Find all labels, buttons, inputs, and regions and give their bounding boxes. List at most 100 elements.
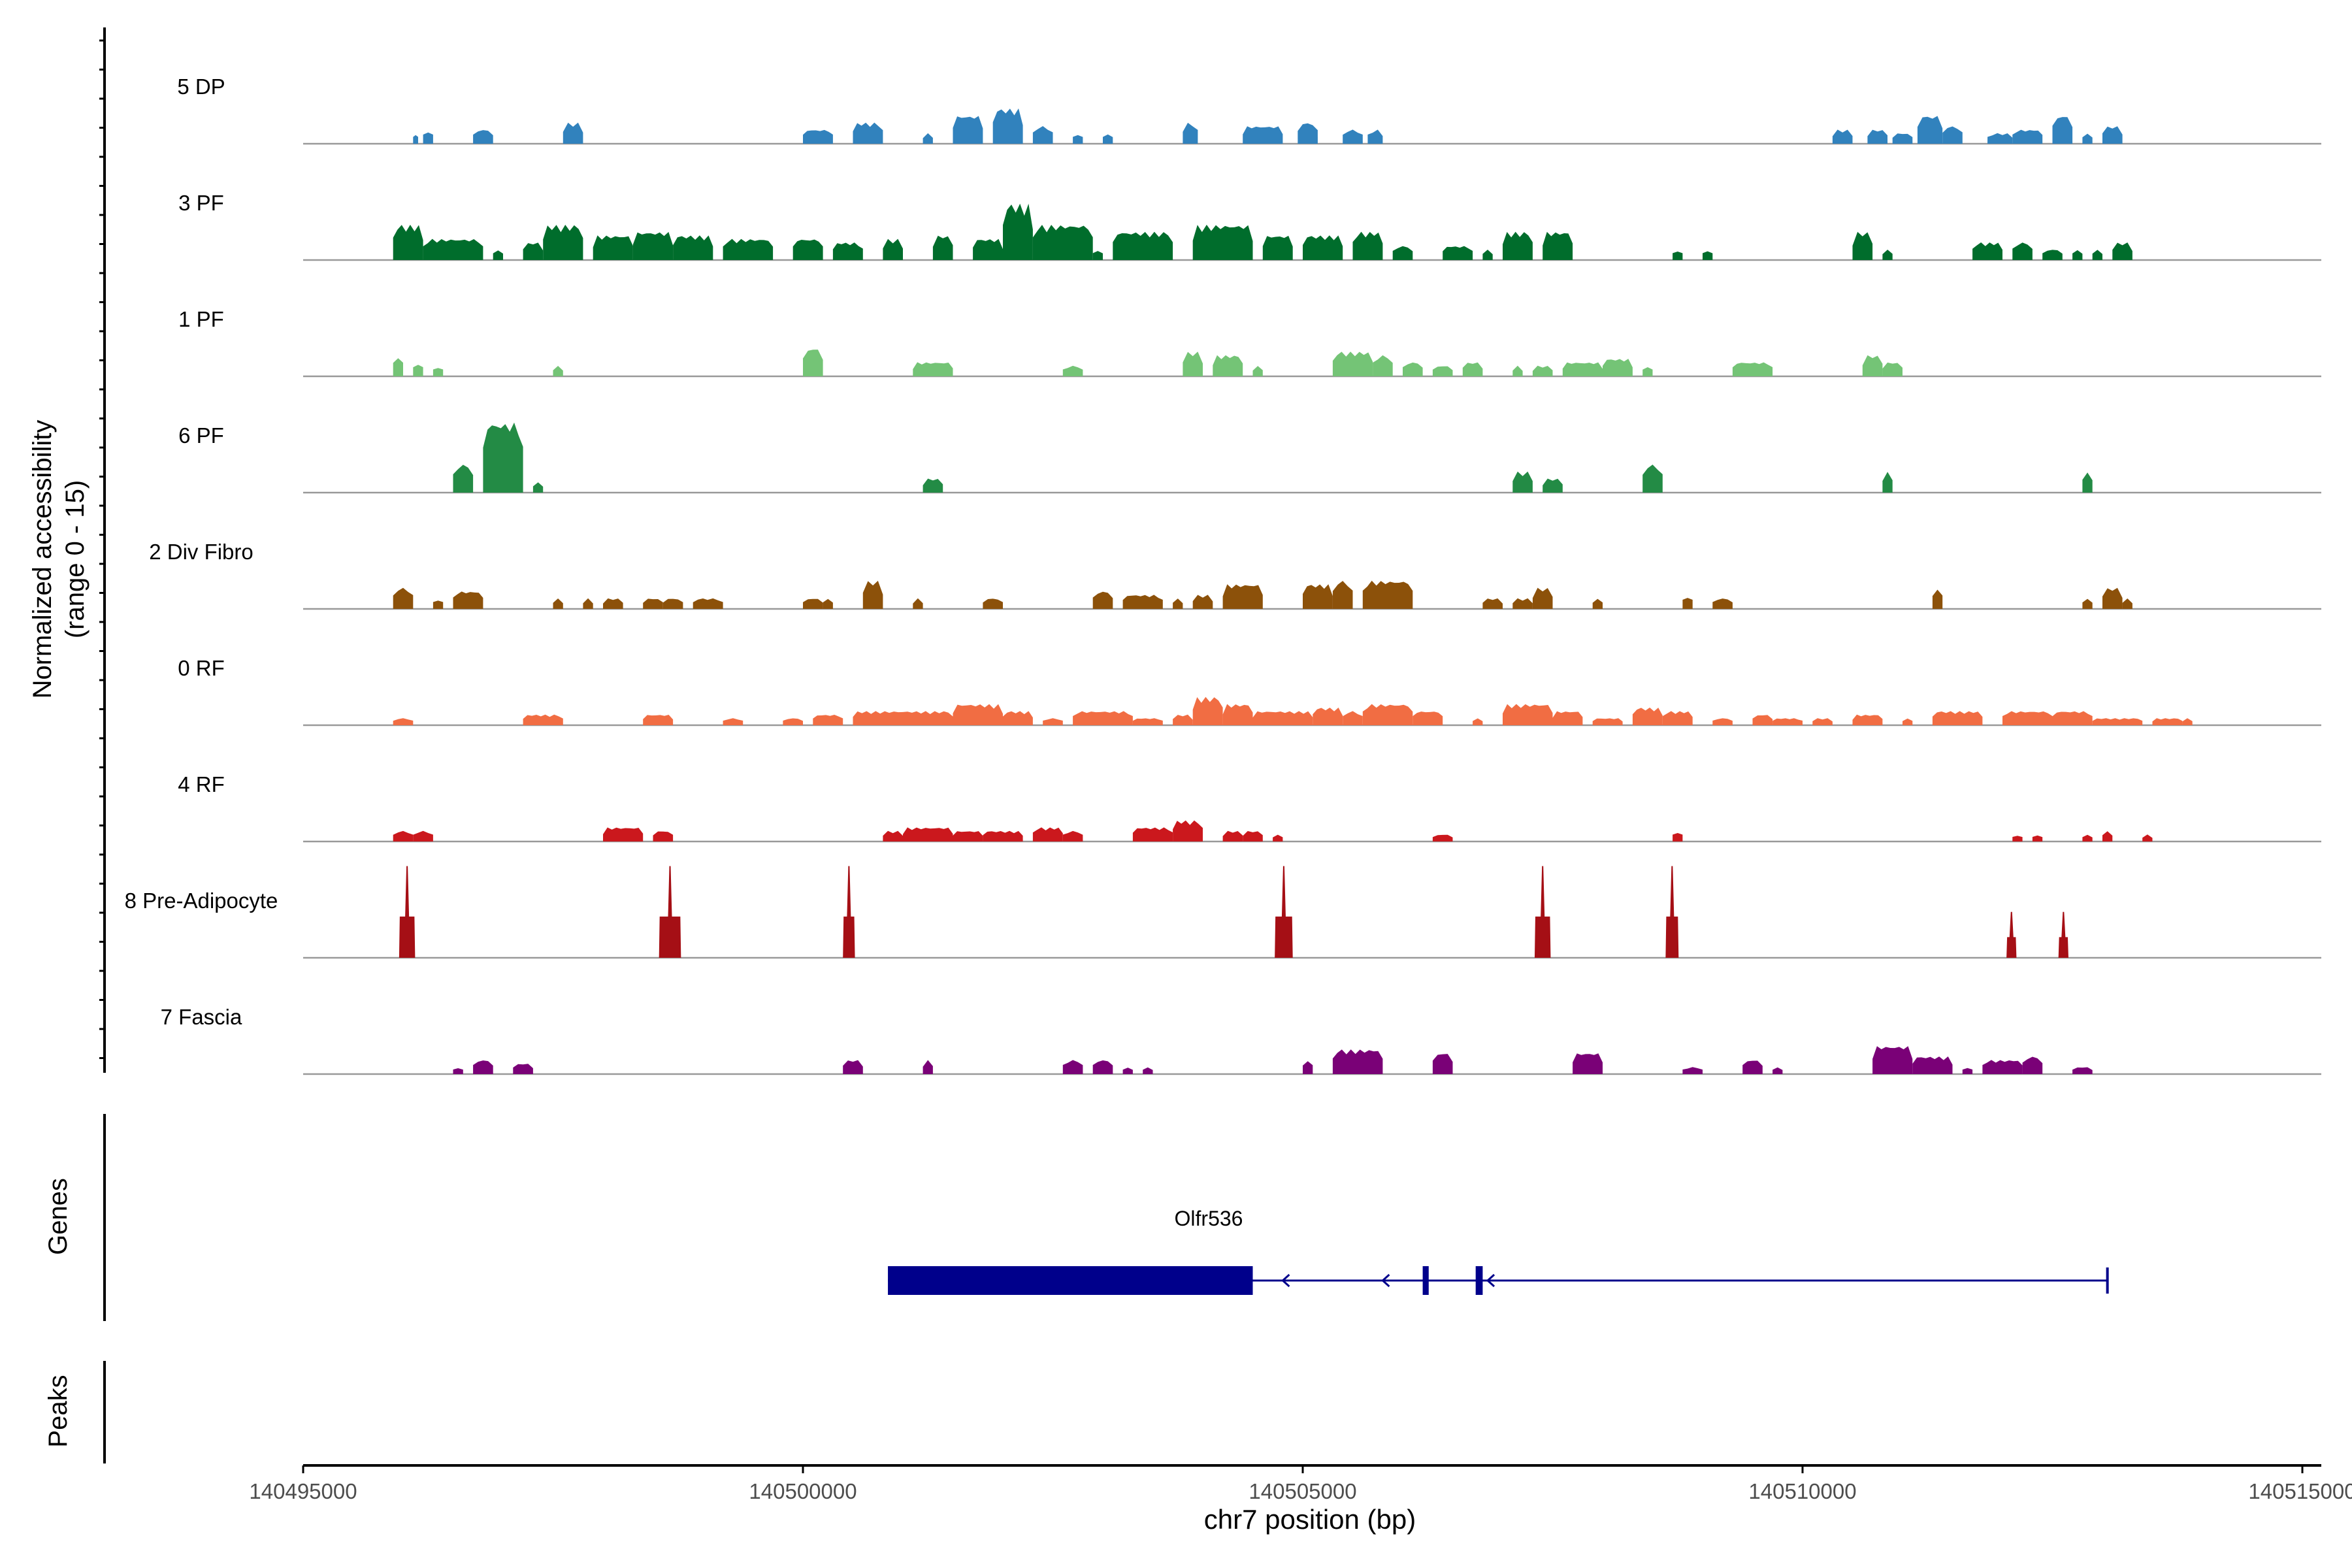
track-6-pf: 6 PF: [178, 422, 2321, 494]
coverage-peak: [1882, 250, 1893, 260]
coverage-peak: [1603, 359, 1633, 376]
coverage-peak: [1092, 591, 1113, 609]
coverage-peak: [1252, 711, 1313, 725]
coverage-peak: [2102, 831, 2113, 841]
coverage-peak: [1673, 252, 1683, 260]
coverage-peak: [659, 866, 681, 958]
coverage-peak: [1532, 587, 1553, 609]
coverage-peak: [1543, 231, 1573, 260]
coverage-peak: [1073, 135, 1083, 144]
coverage-peak: [1213, 355, 1243, 376]
coverage-peak: [1482, 598, 1503, 609]
coverage-peak: [1243, 831, 1263, 841]
coverage-peak: [433, 368, 444, 376]
gene-coding-block: [888, 1266, 1253, 1295]
coverage-peak: [553, 366, 563, 376]
coverage-peak: [2012, 242, 2033, 260]
coverage-peak: [1512, 471, 1533, 493]
coverage-peak: [493, 250, 503, 260]
coverage-peak: [1062, 1060, 1083, 1074]
coverage-peak: [1273, 834, 1283, 841]
coverage-peak: [1632, 708, 1663, 725]
coverage-peak: [1122, 595, 1163, 609]
coverage-peak: [883, 830, 903, 841]
coverage-peak: [1932, 711, 1983, 725]
coverage-peak: [2152, 718, 2183, 725]
coverage-peak: [1043, 718, 1063, 725]
coverage-peak: [1413, 711, 1443, 725]
coverage-peak: [803, 129, 833, 144]
coverage-peak: [1862, 355, 1883, 376]
coverage-peak: [643, 598, 663, 609]
coverage-peak: [1192, 225, 1253, 260]
coverage-peak: [1882, 362, 1903, 376]
coverage-peak: [603, 827, 644, 841]
coverage-peak: [1482, 250, 1493, 260]
genes-panel-label: Genes: [44, 1178, 73, 1255]
coverage-peak: [1298, 123, 1318, 144]
coverage-peak: [1332, 351, 1373, 376]
coverage-peak: [423, 238, 483, 260]
coverage-peak: [553, 598, 563, 609]
left-axis: [99, 27, 106, 1463]
coverage-peak: [1812, 718, 1833, 725]
coverage-peak: [2002, 711, 2053, 725]
coverage-peak: [653, 831, 674, 841]
coverage-peak: [1662, 711, 1693, 725]
coverage-peak: [523, 714, 563, 725]
y-axis-title-line1: Normalized accessibility: [28, 420, 57, 699]
coverage-peak: [2032, 835, 2043, 841]
coverage-peak: [1987, 133, 2013, 144]
coverage-peak: [1303, 235, 1343, 260]
coverage-peak: [453, 591, 483, 609]
track-3-pf: 3 PF: [178, 191, 2321, 261]
coverage-peak: [2072, 250, 2083, 260]
coverage-peak: [1073, 711, 1133, 725]
coverage-peak: [1872, 1046, 1913, 1074]
coverage-peak: [1972, 242, 2002, 260]
coverage-peak: [1173, 598, 1183, 609]
coverage-peak: [413, 830, 433, 841]
coverage-peak: [1032, 827, 1063, 841]
coverage-peak: [903, 827, 953, 841]
coverage-peak: [1252, 366, 1263, 376]
coverage-peak: [583, 598, 593, 609]
coverage-peak: [2102, 587, 2123, 609]
coverage-peak: [1173, 714, 1193, 725]
coverage-peak: [1852, 231, 1873, 260]
coverage-peak: [853, 711, 953, 725]
coverage-peak: [1432, 834, 1453, 841]
coverage-peak: [1462, 362, 1483, 376]
peaks-panel-label: Peaks: [44, 1375, 73, 1447]
gene-name-label: Olfr536: [1175, 1207, 1243, 1230]
coverage-peak: [1367, 129, 1383, 144]
coverage-peak: [1982, 1060, 2023, 1074]
coverage-peak: [953, 704, 1003, 725]
coverage-peak: [1473, 718, 1483, 725]
coverage-peak: [1642, 367, 1653, 376]
coverage-peak: [2082, 834, 2093, 841]
coverage-peak: [1183, 351, 1203, 376]
coverage-peak: [1665, 866, 1679, 958]
coverage-peak: [1503, 704, 1553, 725]
coverage-peak: [923, 133, 933, 144]
coverage-peak: [2012, 836, 2023, 841]
coverage-peak: [1742, 1060, 1763, 1074]
coverage-peak: [1882, 472, 1893, 493]
coverage-peak: [723, 718, 743, 725]
coverage-peak: [1032, 225, 1093, 260]
coverage-peak: [399, 866, 416, 958]
coverage-peak: [923, 478, 943, 493]
coverage-peak: [563, 122, 583, 144]
coverage-peak: [2072, 1067, 2093, 1074]
coverage-peak: [792, 239, 823, 260]
coverage-peak: [1532, 365, 1553, 376]
coverage-peak: [1732, 362, 1773, 376]
coverage-peak: [1534, 866, 1551, 958]
coverage-peak: [1712, 598, 1733, 609]
track-label: 0 RF: [178, 656, 225, 680]
track-label: 1 PF: [178, 307, 224, 331]
gene-strand-arrow: [1281, 1273, 1290, 1288]
coverage-peak: [453, 1068, 463, 1074]
